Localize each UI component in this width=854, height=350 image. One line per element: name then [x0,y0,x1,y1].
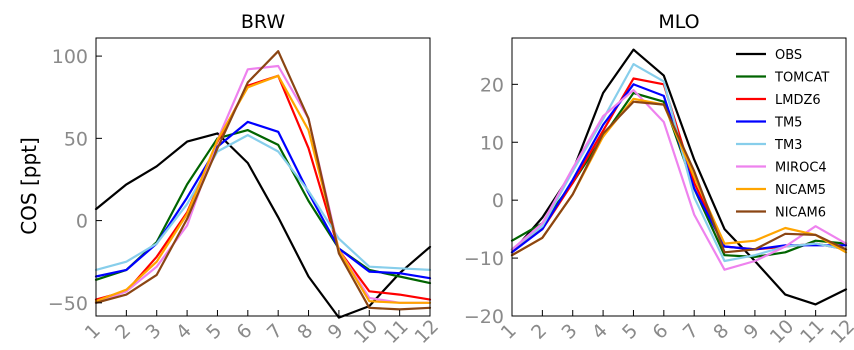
x-tick-label: 8 [709,320,733,344]
x-tick-label: 5 [202,320,226,344]
legend-label-miroc4: MIROC4 [775,161,827,176]
legend-label-tm5: TM5 [774,116,802,131]
y-tick-label: 100 [52,46,88,68]
series-line-brw-nicam6 [94,50,432,311]
legend-label-tomcat: TOMCAT [774,71,829,86]
panel-title-mlo: MLO [658,11,699,33]
x-tick-label: 4 [588,320,612,344]
y-tick-label: −20 [464,306,504,328]
series-line-brw-nicam5 [94,74,432,304]
series-line-mlo-miroc4 [510,88,848,271]
y-tick-label: 20 [480,74,504,96]
x-tick-label: 10 [766,315,799,348]
legend: OBS TOMCAT LMDZ6 TM5 TM3 MIROC4 NICAM5 NICAM6 [736,48,829,221]
legend-label-lmdz6: LMDZ6 [775,93,821,108]
panel-title-brw: BRW [241,11,285,33]
x-tick-label: 11 [380,315,413,348]
y-tick-label: 10 [480,132,504,154]
x-tick-label: 2 [111,320,135,344]
series-line-mlo-obs [510,48,848,306]
series-line-brw-tm5 [94,120,432,280]
x-tick-label: 6 [649,320,673,344]
x-tick-label: 5 [618,320,642,344]
x-tick-label: 9 [740,320,764,344]
y-tick-label: 0 [76,211,88,233]
x-tick-label: 1 [497,320,521,344]
y-tick-label: −10 [464,248,504,270]
y-tick-label: −50 [48,293,88,315]
plot-frame-mlo [511,37,847,317]
y-tick-label: 0 [492,190,504,212]
legend-label-nicam6: NICAM6 [775,206,826,221]
x-tick-label: 9 [324,320,348,344]
x-tick-label: 12 [826,315,854,348]
x-tick-label: 8 [293,320,317,344]
x-tick-label: 7 [679,320,703,344]
legend-label-tm3: TM3 [774,138,802,153]
x-tick-label: 7 [263,320,287,344]
series-line-brw-tm3 [94,134,432,271]
x-tick-label: 12 [410,315,443,348]
legend-label-obs: OBS [775,48,802,63]
y-axis-label: COS [ppt] [17,137,41,235]
x-tick-label: 3 [557,320,581,344]
series-line-brw-lmdz6 [94,74,432,301]
x-tick-label: 3 [141,320,165,344]
x-tick-label: 1 [81,320,105,344]
x-tick-label: 6 [233,320,257,344]
x-tick-label: 11 [796,315,829,348]
x-tick-label: 4 [172,320,196,344]
y-tick-label: 50 [64,128,88,150]
series-line-brw-tomcat [94,129,432,285]
series-line-mlo-nicam6 [510,100,848,257]
plot-frame-brw [95,37,431,317]
legend-label-nicam5: NICAM5 [775,183,826,198]
x-tick-label: 2 [527,320,551,344]
x-tick-label: 10 [350,315,383,348]
series-line-brw-obs [94,132,432,319]
